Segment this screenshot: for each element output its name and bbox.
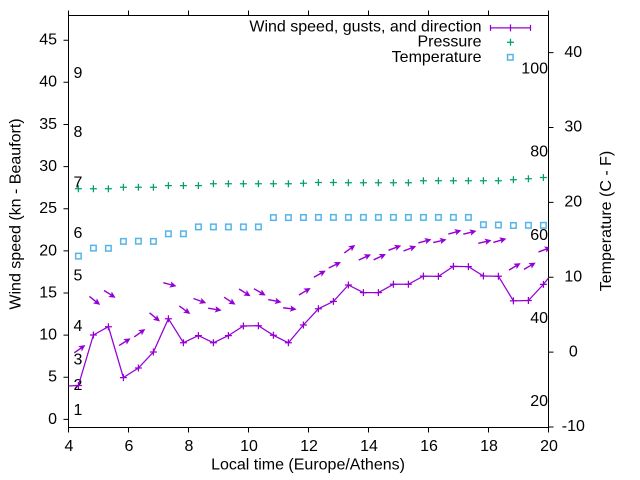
svg-text:20: 20 — [39, 242, 57, 259]
svg-text:10: 10 — [39, 327, 57, 344]
svg-text:40: 40 — [39, 74, 57, 91]
svg-text:Wind speed (kn - Beaufort): Wind speed (kn - Beaufort) — [8, 118, 25, 309]
svg-text:60: 60 — [530, 227, 548, 244]
svg-text:5: 5 — [74, 267, 83, 284]
svg-text:-10: -10 — [562, 418, 585, 435]
svg-text:8: 8 — [74, 124, 83, 141]
svg-text:14: 14 — [360, 438, 378, 455]
svg-text:Wind speed, gusts, and directi: Wind speed, gusts, and direction — [249, 18, 481, 35]
svg-text:10: 10 — [564, 268, 582, 285]
svg-text:6: 6 — [74, 225, 83, 242]
svg-text:100: 100 — [521, 60, 548, 77]
svg-text:80: 80 — [530, 144, 548, 161]
svg-text:5: 5 — [48, 369, 57, 386]
svg-text:40: 40 — [564, 44, 582, 61]
svg-text:35: 35 — [39, 116, 57, 133]
svg-text:20: 20 — [530, 393, 548, 410]
svg-text:10: 10 — [240, 438, 258, 455]
svg-text:16: 16 — [420, 438, 438, 455]
svg-text:0: 0 — [569, 343, 578, 360]
svg-text:0: 0 — [48, 411, 57, 428]
svg-text:20: 20 — [564, 194, 582, 211]
svg-text:30: 30 — [39, 158, 57, 175]
svg-text:15: 15 — [39, 284, 57, 301]
svg-text:Pressure: Pressure — [417, 34, 481, 51]
svg-text:Temperature: Temperature — [392, 49, 482, 66]
svg-text:30: 30 — [564, 119, 582, 136]
svg-text:4: 4 — [74, 318, 83, 335]
svg-text:45: 45 — [39, 32, 57, 49]
svg-text:3: 3 — [74, 352, 83, 369]
svg-text:Local time (Europe/Athens): Local time (Europe/Athens) — [211, 457, 405, 474]
svg-text:8: 8 — [185, 438, 194, 455]
svg-text:40: 40 — [530, 310, 548, 327]
svg-text:1: 1 — [74, 402, 83, 419]
svg-text:12: 12 — [300, 438, 318, 455]
svg-text:20: 20 — [540, 438, 558, 455]
svg-text:18: 18 — [480, 438, 498, 455]
svg-text:6: 6 — [125, 438, 134, 455]
svg-text:9: 9 — [74, 65, 83, 82]
svg-text:Temperature (C - F): Temperature (C - F) — [598, 151, 615, 291]
svg-text:25: 25 — [39, 200, 57, 217]
svg-text:7: 7 — [74, 175, 83, 192]
svg-text:4: 4 — [65, 438, 74, 455]
